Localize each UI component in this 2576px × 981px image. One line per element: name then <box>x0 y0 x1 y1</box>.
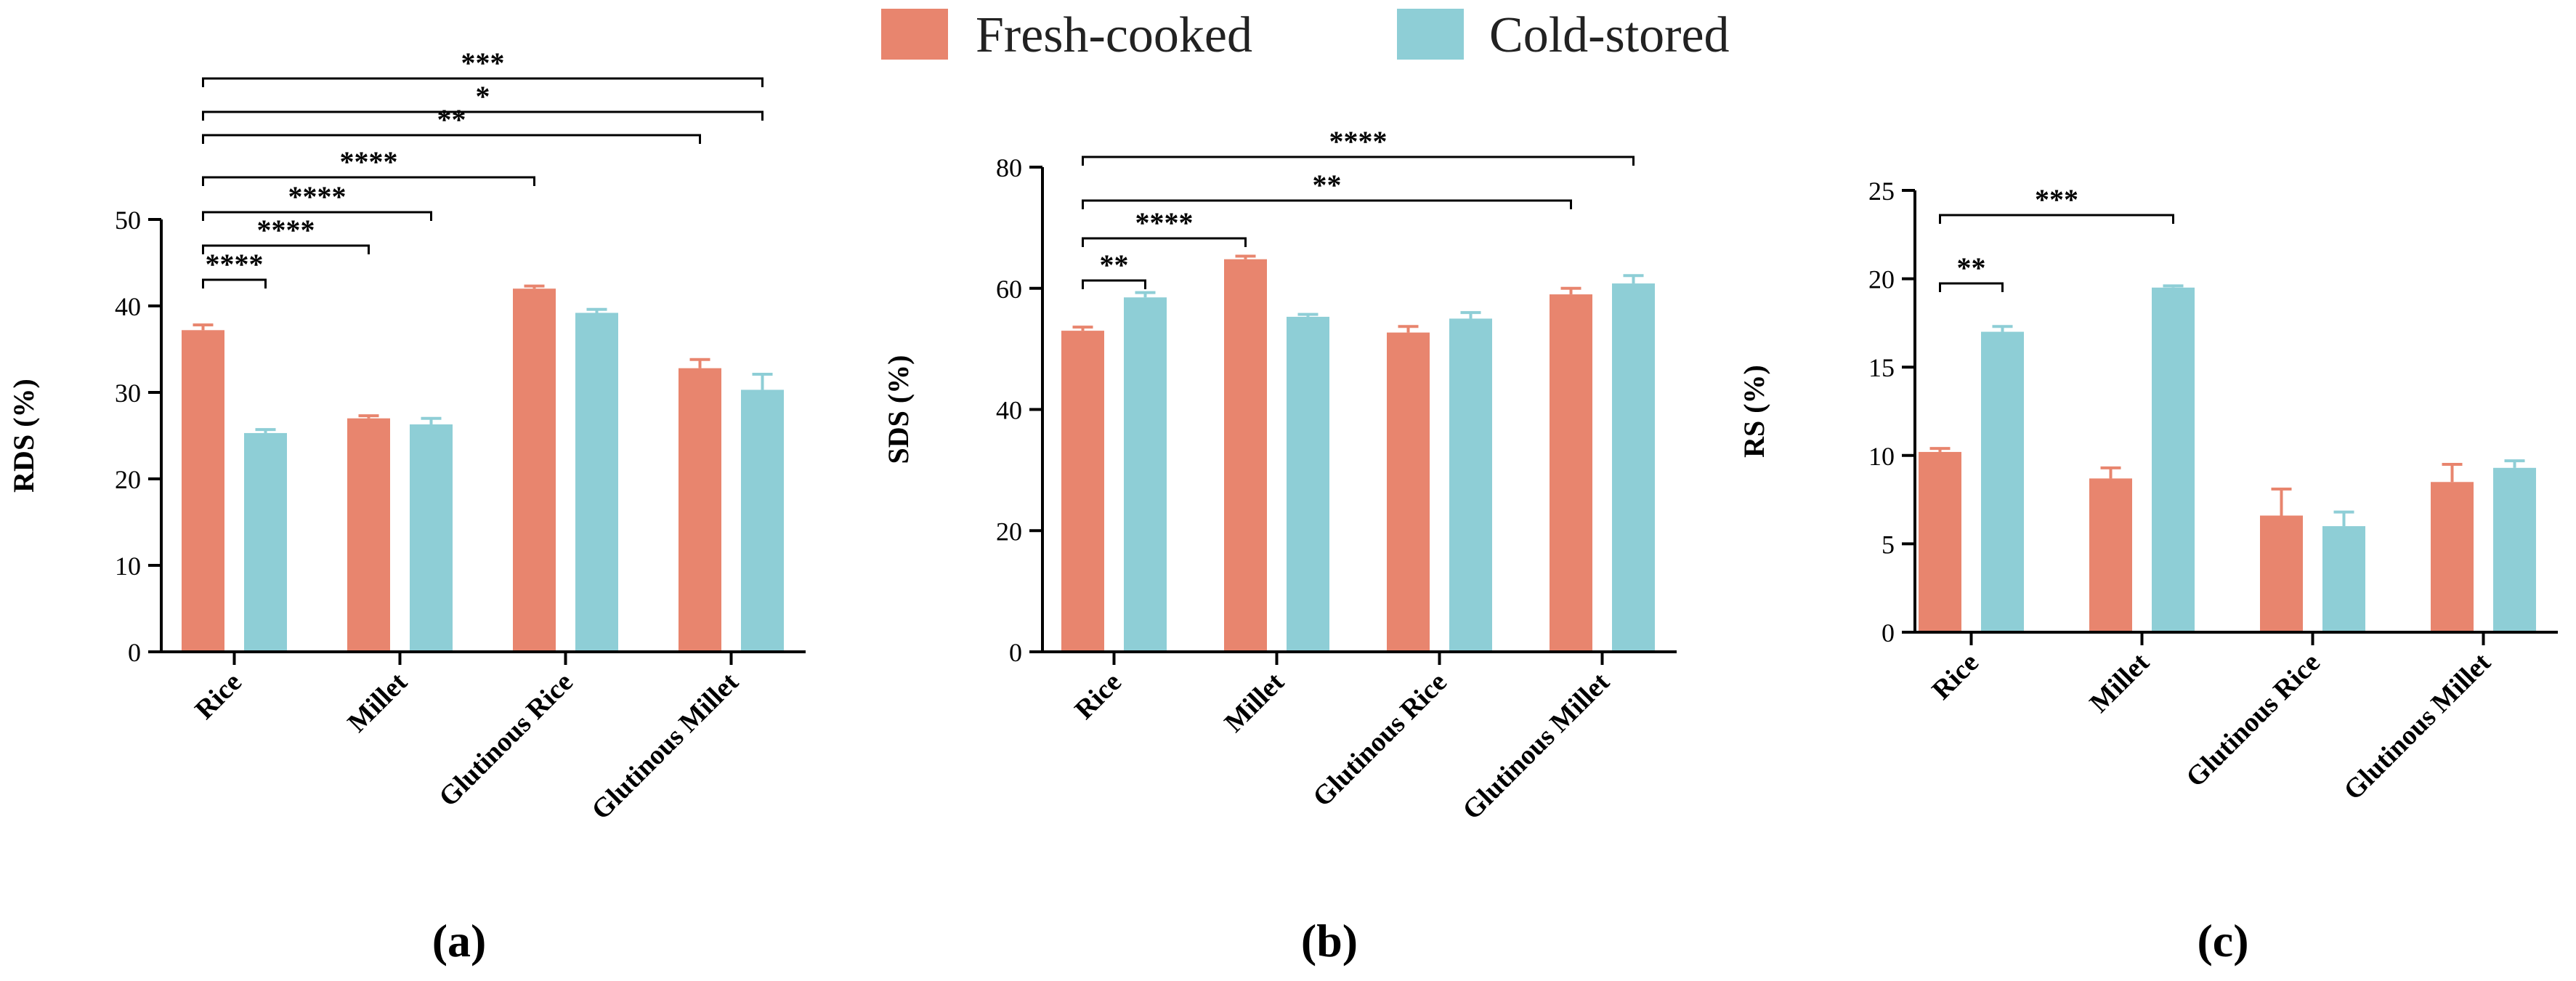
y-axis-title: RDS (%) <box>7 379 40 493</box>
y-tick-label: 20 <box>115 465 141 494</box>
significance-label: **** <box>1329 125 1388 158</box>
y-tick-label: 50 <box>115 206 141 235</box>
significance-label: **** <box>257 214 315 246</box>
y-axis-title: RS (%) <box>1738 365 1770 458</box>
y-tick-label: 40 <box>115 292 141 321</box>
significance-label: ** <box>1313 169 1342 201</box>
bar-fresh-cooked-glutinous-rice <box>513 288 556 652</box>
significance-label: **** <box>288 180 347 213</box>
y-tick-label: 80 <box>996 153 1022 182</box>
bar-cold-stored-glutinous-rice <box>2322 526 2365 632</box>
significance-bracket <box>202 134 701 144</box>
significance-bracket <box>202 278 267 288</box>
chart-panel-a: 0 10 20 30 40 50 Rice Millet Glutinous Rice Gluti… <box>7 47 806 966</box>
bar-fresh-cooked-millet <box>2089 478 2132 632</box>
bar-fresh-cooked-millet <box>1224 259 1267 653</box>
bar-cold-stored-glutinous-millet <box>2493 467 2536 632</box>
significance-bracket <box>1939 282 2004 292</box>
y-tick-label: 15 <box>1868 353 1895 382</box>
significance-bracket <box>202 176 535 186</box>
significance-label: * <box>476 80 490 113</box>
bar-cold-stored-millet <box>410 424 453 652</box>
bar-fresh-cooked-glutinous-millet <box>679 368 721 652</box>
panel-label: (b) <box>1301 915 1358 966</box>
significance-bracket <box>1082 279 1146 289</box>
bar-cold-stored-glutinous-rice <box>1449 318 1492 652</box>
chart-panel-c: 0 5 10 15 20 25 Rice Millet Glutinous Rice Glutin… <box>1738 177 2558 966</box>
y-tick-label: 0 <box>1009 638 1022 667</box>
y-tick-label: 0 <box>1882 618 1895 647</box>
y-tick-label: 20 <box>1868 265 1895 294</box>
panel-label: (a) <box>432 915 487 966</box>
y-tick-label: 10 <box>115 552 141 581</box>
x-category-label: Glutinous Millet <box>1457 666 1616 825</box>
significance-label: **** <box>340 145 398 178</box>
bar-fresh-cooked-glutinous-rice <box>2260 515 2303 632</box>
significance-bracket <box>1082 237 1247 247</box>
bar-cold-stored-glutinous-millet <box>1612 283 1655 652</box>
significance-label: ** <box>1100 249 1129 281</box>
bar-cold-stored-rice <box>244 432 287 652</box>
significance-label: *** <box>2035 183 2078 216</box>
y-tick-label: 25 <box>1868 177 1895 206</box>
legend-label-cold-stored: Cold-stored <box>1489 7 1730 63</box>
bar-cold-stored-millet <box>1287 316 1329 652</box>
significance-label: *** <box>461 47 505 79</box>
bar-fresh-cooked-millet <box>347 418 390 652</box>
significance-bracket <box>1939 214 2174 224</box>
legend-swatch-cold-stored <box>1397 9 1464 60</box>
bar-cold-stored-rice <box>1981 331 2024 632</box>
significance-bracket <box>202 110 764 121</box>
significance-label: ** <box>1957 251 1986 284</box>
significance-label: ** <box>437 103 466 136</box>
y-axis-title: SDS (%) <box>882 355 915 464</box>
bar-fresh-cooked-glutinous-millet <box>2431 482 2474 632</box>
y-tick-label: 0 <box>128 638 141 667</box>
bar-cold-stored-millet <box>2152 287 2195 632</box>
y-tick-label: 5 <box>1882 530 1895 559</box>
legend-label-fresh-cooked: Fresh-cooked <box>976 7 1252 63</box>
y-tick-label: 10 <box>1868 442 1895 471</box>
x-category-label: Millet <box>2084 647 2156 719</box>
x-category-label: Glutinous Millet <box>586 666 745 825</box>
y-tick-label: 20 <box>996 517 1022 546</box>
bar-cold-stored-rice <box>1124 297 1167 652</box>
x-category-label: Rice <box>1069 667 1127 725</box>
x-category-label: Millet <box>342 666 414 738</box>
x-category-label: Glutinous Rice <box>433 667 579 813</box>
x-category-label: Glutinous Millet <box>2338 647 2497 806</box>
y-tick-label: 40 <box>996 396 1022 425</box>
bar-fresh-cooked-glutinous-millet <box>1550 294 1592 652</box>
bar-cold-stored-glutinous-millet <box>741 389 784 652</box>
bar-fresh-cooked-rice <box>1061 331 1104 652</box>
bar-cold-stored-glutinous-rice <box>575 312 618 652</box>
y-tick-label: 60 <box>996 275 1022 304</box>
bar-fresh-cooked-glutinous-rice <box>1387 332 1430 652</box>
legend-swatch-fresh-cooked <box>881 9 948 60</box>
legend: Fresh-cooked Cold-stored <box>881 7 1730 63</box>
x-category-label: Millet <box>1219 666 1291 738</box>
significance-bracket <box>1082 199 1572 209</box>
bar-fresh-cooked-rice <box>1919 451 1961 632</box>
significance-bracket <box>202 77 764 87</box>
significance-bracket <box>202 211 432 221</box>
panel-label: (c) <box>2197 915 2248 966</box>
x-category-label: Rice <box>189 667 247 725</box>
significance-label: **** <box>1135 206 1194 239</box>
x-category-label: Glutinous Rice <box>1307 667 1453 813</box>
significance-bracket <box>202 244 370 254</box>
bar-fresh-cooked-rice <box>182 330 224 652</box>
significance-bracket <box>1082 156 1635 166</box>
y-tick-label: 30 <box>115 379 141 408</box>
x-category-label: Rice <box>1926 647 1984 706</box>
x-category-label: Glutinous Rice <box>2180 647 2326 794</box>
significance-label: **** <box>206 248 264 280</box>
chart-panel-b: 0 20 40 60 80 Rice Millet Glutinous Rice Glutino… <box>882 125 1677 966</box>
